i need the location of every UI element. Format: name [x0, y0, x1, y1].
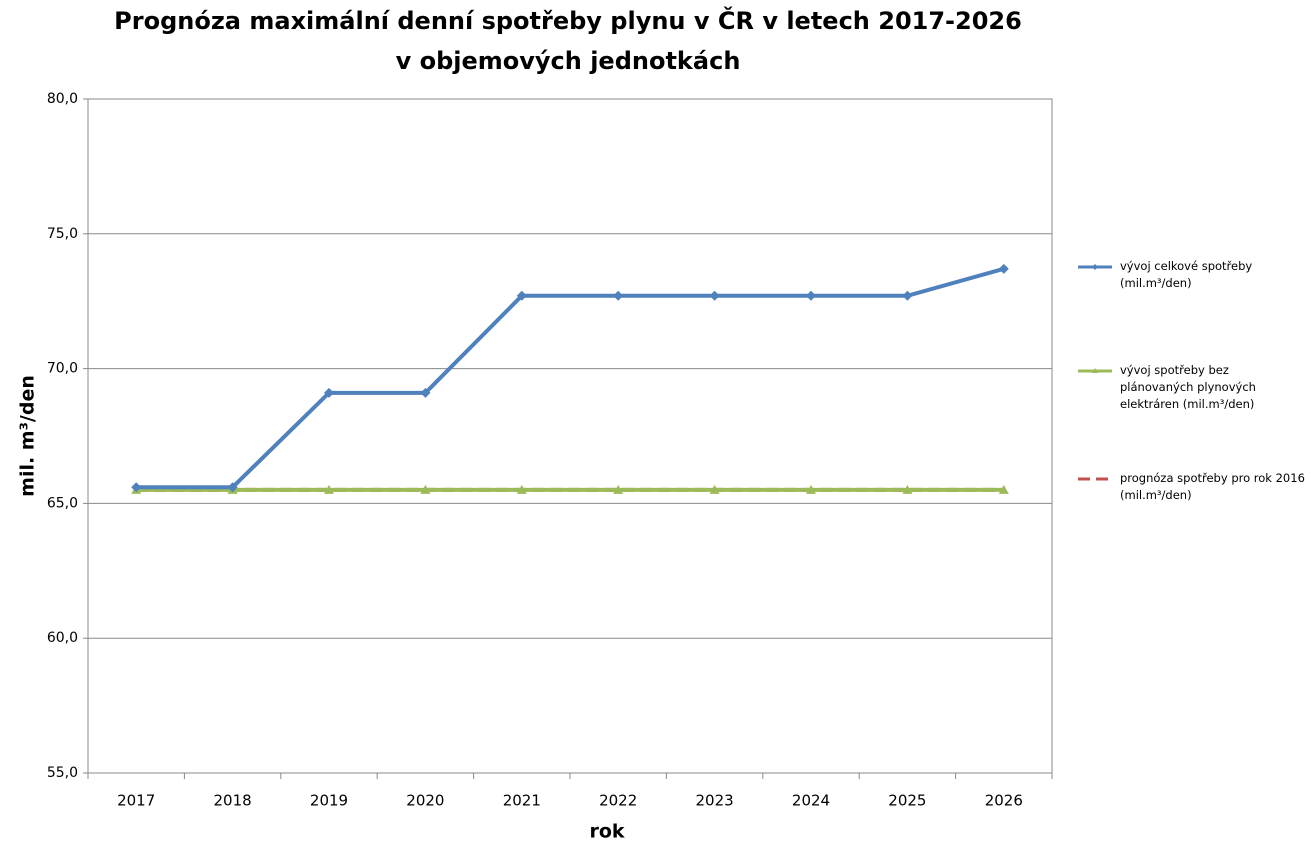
x-tick-label: 2023 — [696, 792, 734, 810]
x-tick-label: 2018 — [214, 792, 252, 810]
y-tick-label: 80,0 — [47, 91, 78, 107]
legend-marker — [1092, 368, 1098, 373]
x-tick-label: 2017 — [117, 792, 155, 810]
marker — [998, 263, 1009, 274]
marker — [709, 484, 720, 494]
x-tick-label: 2026 — [985, 792, 1023, 810]
marker — [902, 290, 913, 301]
y-tick-label: 60,0 — [47, 630, 78, 646]
marker — [420, 387, 431, 398]
marker — [324, 484, 334, 494]
marker — [613, 290, 624, 301]
chart-subtitle: v objemových jednotkách — [396, 47, 741, 75]
marker — [131, 482, 142, 493]
marker — [806, 484, 816, 494]
legend-marker — [1092, 264, 1098, 270]
chart-title: Prognóza maximální denní spotřeby plynu … — [114, 5, 1022, 35]
marker — [998, 484, 1009, 494]
x-axis-label: rok — [589, 821, 624, 843]
x-tick-label: 2025 — [888, 792, 926, 810]
x-tick-label: 2021 — [503, 792, 541, 810]
y-axis-label: mil. m³/den — [17, 375, 39, 497]
marker — [902, 484, 913, 494]
legend-entry: vývoj celkové spotřeby (mil.m³/den) — [1120, 259, 1253, 290]
x-tick-label: 2022 — [599, 792, 637, 810]
x-tick-label: 2019 — [310, 792, 348, 810]
y-tick-label: 75,0 — [47, 226, 78, 242]
marker — [613, 484, 624, 494]
marker — [516, 290, 527, 301]
marker — [516, 484, 527, 494]
y-tick-label: 70,0 — [47, 361, 78, 377]
x-tick-label: 2024 — [792, 792, 830, 810]
marker — [420, 484, 431, 494]
marker — [709, 290, 720, 301]
marker — [227, 482, 238, 493]
y-tick-label: 65,0 — [47, 495, 78, 511]
x-tick-label: 2020 — [406, 792, 444, 810]
marker — [324, 387, 334, 398]
series-line — [136, 266, 1005, 490]
y-tick-label: 55,0 — [47, 765, 78, 781]
legend-entry: prognóza spotřeby pro rok 2016 (mil.m³/d… — [1120, 471, 1305, 502]
plot-frame — [87, 98, 1053, 774]
legend-entry: vývoj spotřeby bez plánovaných plynových… — [1120, 363, 1256, 411]
marker — [806, 290, 816, 301]
